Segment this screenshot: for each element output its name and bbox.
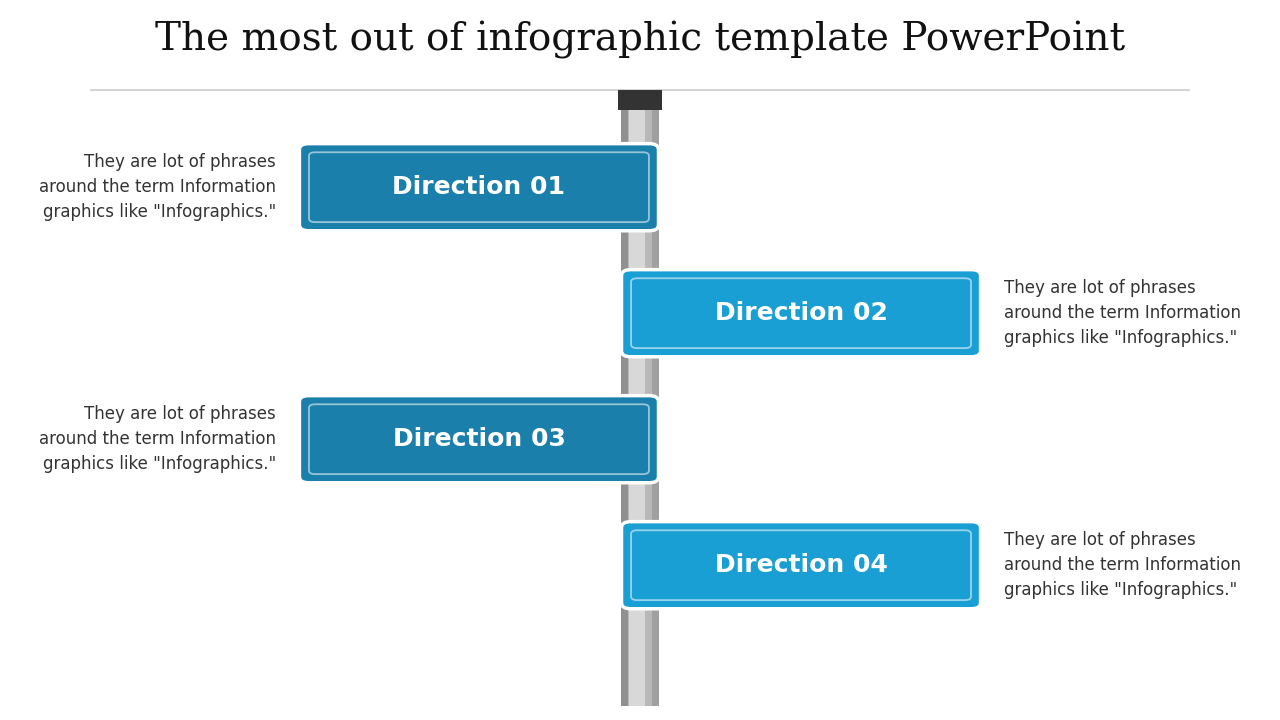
Text: They are lot of phrases
around the term Information
graphics like "Infographics.: They are lot of phrases around the term … <box>40 153 276 221</box>
Text: They are lot of phrases
around the term Information
graphics like "Infographics.: They are lot of phrases around the term … <box>40 405 276 473</box>
Bar <box>621 90 627 706</box>
Text: Direction 04: Direction 04 <box>714 553 887 577</box>
FancyBboxPatch shape <box>622 521 980 609</box>
Text: They are lot of phrases
around the term Information
graphics like "Infographics.: They are lot of phrases around the term … <box>1004 279 1240 347</box>
Bar <box>630 90 645 706</box>
FancyBboxPatch shape <box>300 144 658 231</box>
Bar <box>653 90 659 706</box>
Text: Direction 03: Direction 03 <box>393 427 566 451</box>
Text: They are lot of phrases
around the term Information
graphics like "Infographics.: They are lot of phrases around the term … <box>1004 531 1240 599</box>
Bar <box>618 90 662 110</box>
Text: Direction 01: Direction 01 <box>393 175 566 199</box>
Bar <box>621 90 659 706</box>
Text: Direction 02: Direction 02 <box>714 301 887 325</box>
FancyBboxPatch shape <box>622 270 980 357</box>
Text: The most out of infographic template PowerPoint: The most out of infographic template Pow… <box>155 21 1125 58</box>
FancyBboxPatch shape <box>300 396 658 483</box>
